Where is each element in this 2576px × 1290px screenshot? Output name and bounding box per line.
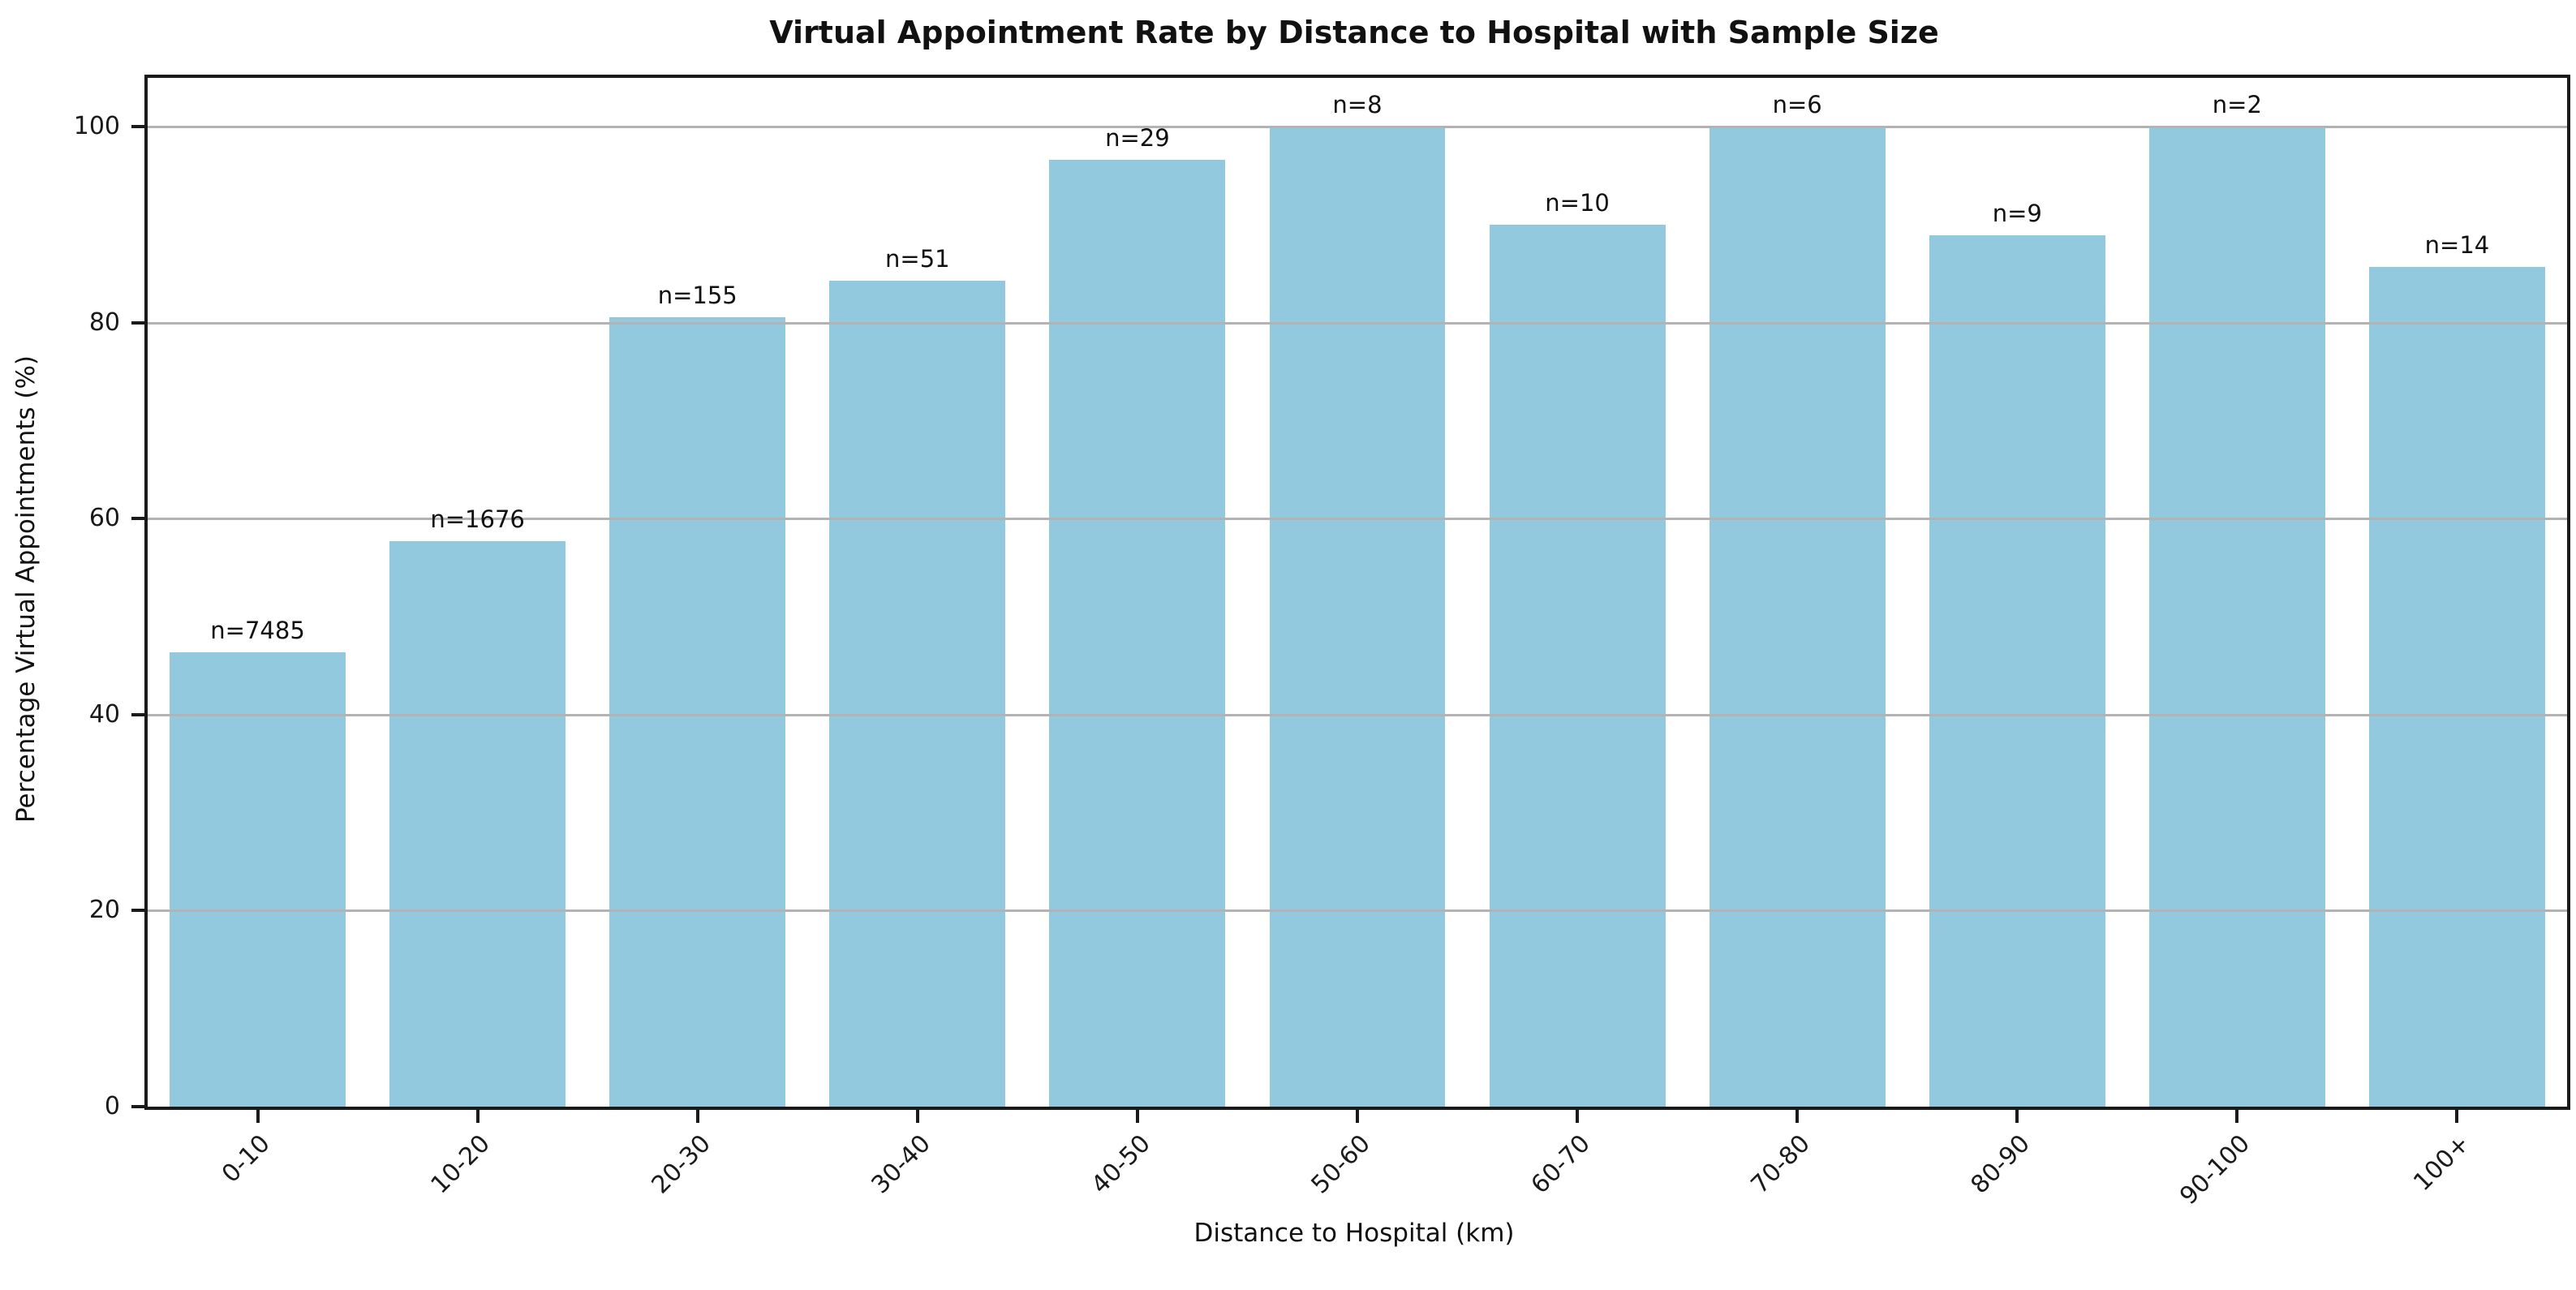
gridline-y80 xyxy=(148,321,2567,325)
bar-30-40 xyxy=(829,280,1006,1107)
x-tick-mark-100+ xyxy=(2455,1110,2459,1123)
chart-title: Virtual Appointment Rate by Distance to … xyxy=(769,15,1939,50)
x-tick-label-50-60: 50-60 xyxy=(1305,1129,1376,1200)
y-tick-label-0: 0 xyxy=(104,1092,120,1120)
bar-value-label-40-50: n=29 xyxy=(1105,124,1170,153)
x-tick-mark-30-40 xyxy=(915,1110,919,1123)
x-tick-label-40-50: 40-50 xyxy=(1086,1129,1156,1200)
bar-20-30 xyxy=(609,316,786,1107)
x-tick-label-70-80: 70-80 xyxy=(1745,1129,1816,1200)
x-tick-mark-0-10 xyxy=(256,1110,260,1123)
bar-value-label-10-20: n=1676 xyxy=(430,505,525,534)
x-tick-mark-70-80 xyxy=(1795,1110,1800,1123)
x-tick-label-60-70: 60-70 xyxy=(1525,1129,1596,1200)
gridline-y20 xyxy=(148,909,2567,913)
x-tick-label-100+: 100+ xyxy=(2408,1129,2476,1198)
x-tick-label-30-40: 30-40 xyxy=(866,1129,936,1200)
x-tick-mark-90-100 xyxy=(2235,1110,2239,1123)
y-tick-mark-100 xyxy=(131,125,144,129)
y-tick-mark-80 xyxy=(131,320,144,325)
bar-value-label-50-60: n=8 xyxy=(1332,91,1383,119)
bar-50-60 xyxy=(1269,127,1446,1107)
bar-0-10 xyxy=(170,651,346,1107)
y-tick-mark-0 xyxy=(131,1105,144,1108)
y-tick-mark-60 xyxy=(131,517,144,521)
x-tick-label-0-10: 0-10 xyxy=(217,1129,277,1189)
x-tick-label-20-30: 20-30 xyxy=(646,1129,716,1200)
x-tick-mark-80-90 xyxy=(2015,1110,2019,1123)
bar-value-label-70-80: n=6 xyxy=(1772,91,1822,119)
grid-layer xyxy=(148,78,2567,1107)
x-tick-label-10-20: 10-20 xyxy=(425,1129,497,1200)
x-tick-label-90-100: 90-100 xyxy=(2174,1129,2256,1210)
x-tick-mark-60-70 xyxy=(1576,1110,1580,1123)
bar-value-label-60-70: n=10 xyxy=(1545,189,1610,217)
y-tick-label-60: 60 xyxy=(88,504,120,533)
bar-100+ xyxy=(2369,267,2545,1107)
x-tick-mark-40-50 xyxy=(1135,1110,1139,1123)
x-tick-mark-10-20 xyxy=(475,1110,480,1123)
y-axis-label-text: Percentage Virtual Appointments (%) xyxy=(11,355,41,823)
gridline-y60 xyxy=(148,518,2567,521)
bar-80-90 xyxy=(1929,235,2105,1107)
bar-value-label-100+: n=14 xyxy=(2424,231,2490,260)
y-tick-mark-40 xyxy=(131,712,144,716)
y-tick-label-80: 80 xyxy=(88,307,120,337)
x-tick-mark-20-30 xyxy=(695,1110,699,1123)
plot-area: n=7485 n=1676 n=155 n=51 n=29 n=8 n=10 n=6 n=9 n=… xyxy=(144,75,2570,1110)
bar-40-50 xyxy=(1049,160,1226,1107)
y-tick-label-40: 40 xyxy=(88,699,120,729)
bar-value-label-90-100: n=2 xyxy=(2212,91,2262,119)
bar-value-label-80-90: n=9 xyxy=(1992,200,2042,228)
gridline-y40 xyxy=(148,713,2567,716)
bar-70-80 xyxy=(1709,127,1886,1107)
bar-value-label-30-40: n=51 xyxy=(885,244,950,273)
x-tick-label-80-90: 80-90 xyxy=(1965,1129,2036,1200)
bar-90-100 xyxy=(2148,127,2325,1107)
gridline-y100 xyxy=(148,126,2567,129)
bar-60-70 xyxy=(1489,225,1666,1107)
bar-value-label-0-10: n=7485 xyxy=(210,616,305,644)
y-tick-mark-20 xyxy=(131,909,144,913)
bars-layer: n=7485 n=1676 n=155 n=51 n=29 n=8 n=10 n=6 n=9 n=… xyxy=(148,78,2567,1107)
x-tick-mark-50-60 xyxy=(1356,1110,1359,1123)
bar-value-label-20-30: n=155 xyxy=(657,281,738,309)
x-axis-label: Distance to Hospital (km) xyxy=(1193,1219,1515,1248)
y-tick-label-100: 100 xyxy=(73,112,120,141)
y-tick-label-20: 20 xyxy=(88,896,120,925)
bar-10-20 xyxy=(389,541,566,1107)
